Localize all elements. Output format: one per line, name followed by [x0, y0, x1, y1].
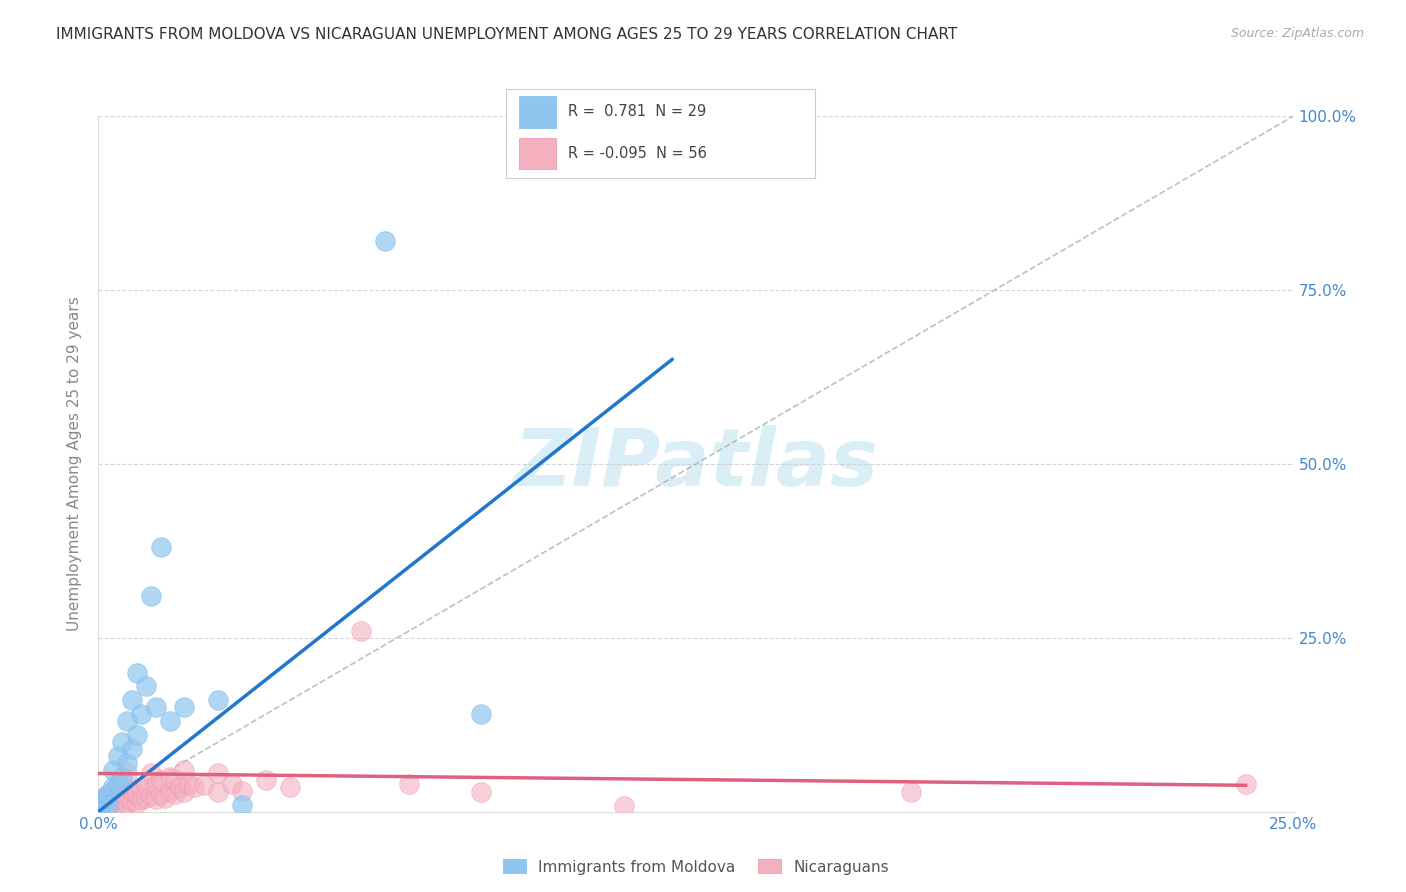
- Point: [135, 680, 157, 694]
- Point: [159, 714, 181, 729]
- Point: [169, 780, 191, 795]
- Point: [221, 777, 243, 791]
- Point: [121, 794, 143, 808]
- Point: [111, 790, 134, 805]
- Point: [374, 234, 396, 248]
- Point: [131, 792, 153, 806]
- Point: [121, 742, 143, 756]
- Point: [101, 792, 124, 806]
- Point: [159, 770, 181, 784]
- Point: [173, 763, 195, 777]
- Point: [131, 780, 153, 795]
- Point: [89, 801, 111, 815]
- Point: [149, 541, 172, 555]
- Point: [101, 799, 124, 814]
- Point: [90, 801, 112, 815]
- Point: [207, 785, 229, 799]
- Point: [107, 780, 129, 795]
- Point: [139, 789, 162, 804]
- Point: [173, 700, 195, 714]
- Point: [111, 777, 134, 791]
- Point: [97, 788, 120, 801]
- Point: [97, 788, 120, 801]
- Point: [900, 785, 922, 799]
- Point: [278, 780, 301, 795]
- Text: ZIPatlas: ZIPatlas: [513, 425, 879, 503]
- Bar: [519, 138, 555, 169]
- Point: [121, 784, 143, 798]
- Point: [111, 770, 134, 784]
- Point: [1234, 777, 1257, 791]
- Point: [115, 714, 138, 729]
- Point: [91, 790, 114, 805]
- Point: [91, 790, 114, 805]
- Point: [107, 788, 129, 801]
- Point: [155, 790, 177, 805]
- Point: [91, 799, 114, 814]
- Text: IMMIGRANTS FROM MOLDOVA VS NICARAGUAN UNEMPLOYMENT AMONG AGES 25 TO 29 YEARS COR: IMMIGRANTS FROM MOLDOVA VS NICARAGUAN UN…: [56, 27, 957, 42]
- Point: [193, 778, 215, 792]
- Point: [231, 797, 253, 812]
- Point: [121, 693, 143, 707]
- Point: [101, 784, 124, 798]
- Point: [101, 763, 124, 777]
- Point: [135, 790, 157, 805]
- Point: [173, 785, 195, 799]
- Point: [135, 777, 157, 791]
- Point: [131, 707, 153, 722]
- Point: [398, 777, 420, 791]
- Point: [125, 665, 148, 680]
- Point: [139, 589, 162, 603]
- Point: [231, 784, 253, 798]
- Point: [179, 777, 201, 791]
- Point: [97, 794, 120, 808]
- Point: [145, 778, 167, 792]
- Point: [115, 756, 138, 770]
- Text: R = -0.095  N = 56: R = -0.095 N = 56: [568, 146, 707, 161]
- Text: Source: ZipAtlas.com: Source: ZipAtlas.com: [1230, 27, 1364, 40]
- Point: [107, 749, 129, 764]
- Point: [470, 707, 492, 722]
- Point: [101, 780, 124, 795]
- Point: [97, 797, 120, 812]
- Point: [125, 728, 148, 742]
- Bar: [519, 96, 555, 128]
- Point: [470, 785, 492, 799]
- Point: [149, 788, 172, 801]
- Point: [107, 777, 129, 791]
- Point: [125, 797, 148, 811]
- Point: [90, 799, 112, 814]
- Point: [159, 784, 181, 798]
- Point: [254, 773, 277, 788]
- Point: [207, 693, 229, 707]
- Point: [107, 794, 129, 808]
- Point: [111, 797, 134, 812]
- Point: [183, 780, 205, 795]
- Point: [115, 766, 138, 780]
- Point: [613, 799, 636, 814]
- Y-axis label: Unemployment Among Ages 25 to 29 years: Unemployment Among Ages 25 to 29 years: [67, 296, 83, 632]
- Point: [207, 766, 229, 780]
- Point: [115, 797, 138, 811]
- Point: [91, 797, 114, 811]
- Point: [97, 797, 120, 812]
- Point: [350, 624, 373, 638]
- Point: [115, 789, 138, 804]
- Point: [145, 700, 167, 714]
- Point: [139, 766, 162, 780]
- Point: [163, 773, 186, 788]
- Point: [125, 788, 148, 801]
- Point: [163, 788, 186, 801]
- Text: R =  0.781  N = 29: R = 0.781 N = 29: [568, 104, 706, 120]
- Point: [149, 773, 172, 788]
- Point: [145, 792, 167, 806]
- Legend: Immigrants from Moldova, Nicaraguans: Immigrants from Moldova, Nicaraguans: [496, 854, 896, 880]
- Point: [111, 735, 134, 749]
- Point: [91, 794, 114, 808]
